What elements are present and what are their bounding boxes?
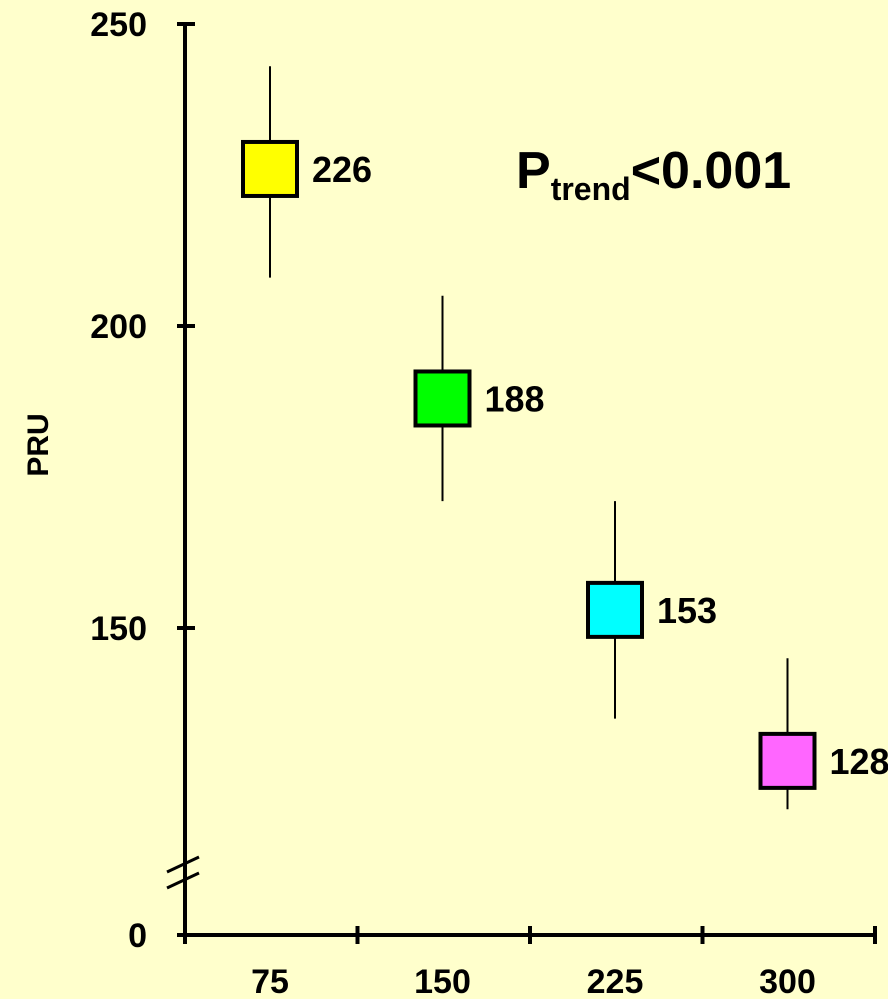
data-value-label: 153 bbox=[657, 590, 717, 631]
x-tick-label: 150 bbox=[414, 963, 471, 999]
p-trend-main: P bbox=[516, 142, 551, 200]
data-marks: 226 188 153 128 bbox=[241, 66, 888, 810]
x-tick-label: 300 bbox=[759, 963, 816, 999]
x-tick-label: 225 bbox=[587, 963, 644, 999]
data-point-group: 226 bbox=[241, 66, 372, 278]
p-trend-subscript: trend bbox=[551, 171, 631, 207]
data-value-label: 226 bbox=[312, 149, 372, 190]
data-value-label: 128 bbox=[830, 741, 888, 782]
p-trend-annotation: Ptrend<0.001 bbox=[516, 142, 791, 207]
y-ticks: 0 150 200 250 bbox=[90, 6, 195, 955]
data-point-group: 188 bbox=[413, 295, 545, 502]
y-tick-label: 200 bbox=[90, 308, 147, 346]
y-tick-label: 0 bbox=[128, 917, 147, 955]
axis-break-marker bbox=[166, 855, 200, 890]
p-trend-value: <0.001 bbox=[631, 142, 792, 200]
x-tick-label: 75 bbox=[251, 963, 289, 999]
x-ticks: 75 150 225 300 bbox=[183, 926, 877, 999]
data-point-marker bbox=[413, 369, 472, 428]
y-tick-label: 150 bbox=[90, 610, 147, 648]
data-value-label: 188 bbox=[485, 378, 545, 419]
data-point-group: 128 bbox=[758, 658, 888, 810]
y-tick-label: 250 bbox=[90, 6, 147, 44]
y-axis-label: PRU bbox=[22, 413, 55, 476]
data-point-marker bbox=[586, 580, 644, 639]
data-point-marker bbox=[241, 139, 299, 198]
data-point-marker bbox=[758, 731, 817, 790]
data-point-group: 153 bbox=[586, 501, 717, 719]
